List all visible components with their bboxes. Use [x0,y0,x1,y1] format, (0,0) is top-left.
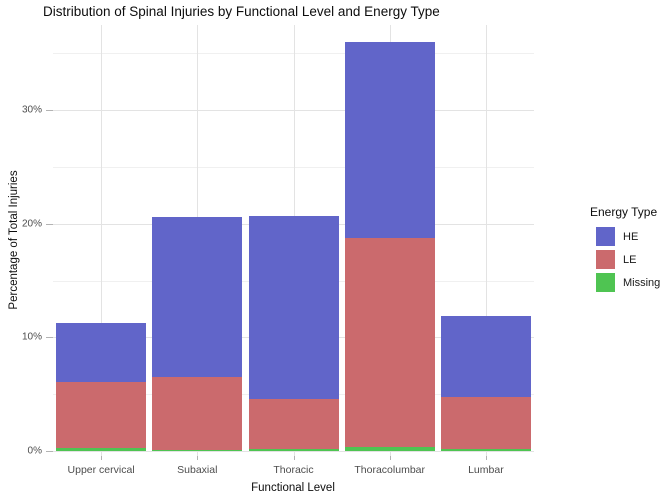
legend-swatch-le [596,250,615,269]
legend-entries: HE LE Missing [590,227,660,292]
gridline-vertical [101,25,102,456]
x-tick-mark [101,456,103,460]
bar-segment-missing [56,447,147,451]
bar-segment-le [440,397,531,450]
bar-segment-he [152,217,243,378]
gridline-major [53,110,534,112]
bar-segment-he [56,322,147,382]
x-tick-label: Subaxial [177,464,218,476]
legend-row-missing: Missing [596,273,660,292]
y-tick-label: 0% [27,445,42,457]
legend-row-le: LE [596,250,660,269]
y-tick-label: 30% [21,104,42,116]
legend-row-he: HE [596,227,660,246]
x-tick-label: Lumbar [468,464,504,476]
x-tick-label: Thoracic [273,464,314,476]
x-tick-label: Thoracolumbar [354,464,425,476]
bar-segment-missing [440,449,531,451]
bar-segment-missing [152,449,243,451]
bar-segment-he [440,316,531,398]
x-tick-mark [389,456,391,460]
bar-segment-le [248,398,339,450]
bar-segment-missing [344,447,435,451]
bar-subaxial [152,25,243,456]
x-tick-mark [485,456,487,460]
y-tick-label: 20% [21,218,42,230]
gridline-vertical [486,25,487,456]
legend: Energy Type HE LE Missing [590,205,660,296]
x-tick-mark [293,456,295,460]
bar-segment-le [152,377,243,450]
y-tick-label: 10% [21,331,42,343]
bar-thoracolumbar [344,25,435,456]
gridline-minor [53,167,534,168]
legend-swatch-he [596,227,615,246]
legend-title: Energy Type [590,205,658,219]
gridline-major [53,451,534,452]
x-axis-title: Functional Level [251,482,335,494]
y-tick-mark [46,110,53,112]
x-tick-mark [197,456,199,460]
y-tick-mark [46,337,53,339]
y-tick-mark [46,223,53,225]
bar-segment-le [344,238,435,448]
x-tick-label: Upper cervical [67,464,135,476]
gridline-minor [53,53,534,55]
chart-title: Distribution of Spinal Injuries by Funct… [43,4,440,19]
bar-segment-he [344,42,435,238]
legend-label: HE [623,230,639,243]
bar-segment-missing [248,449,339,451]
legend-label: Missing [623,276,661,289]
bar-segment-he [248,216,339,399]
bar-upper-cervical [56,25,147,456]
legend-label: LE [623,253,637,266]
plot-panel [53,25,534,456]
y-tick-mark [46,451,53,452]
bar-lumbar [440,25,531,456]
bar-segment-le [56,381,147,448]
bar-thoracic [248,25,339,456]
legend-swatch-missing [596,273,615,292]
y-axis-title: Percentage of Total Injuries [8,170,20,310]
